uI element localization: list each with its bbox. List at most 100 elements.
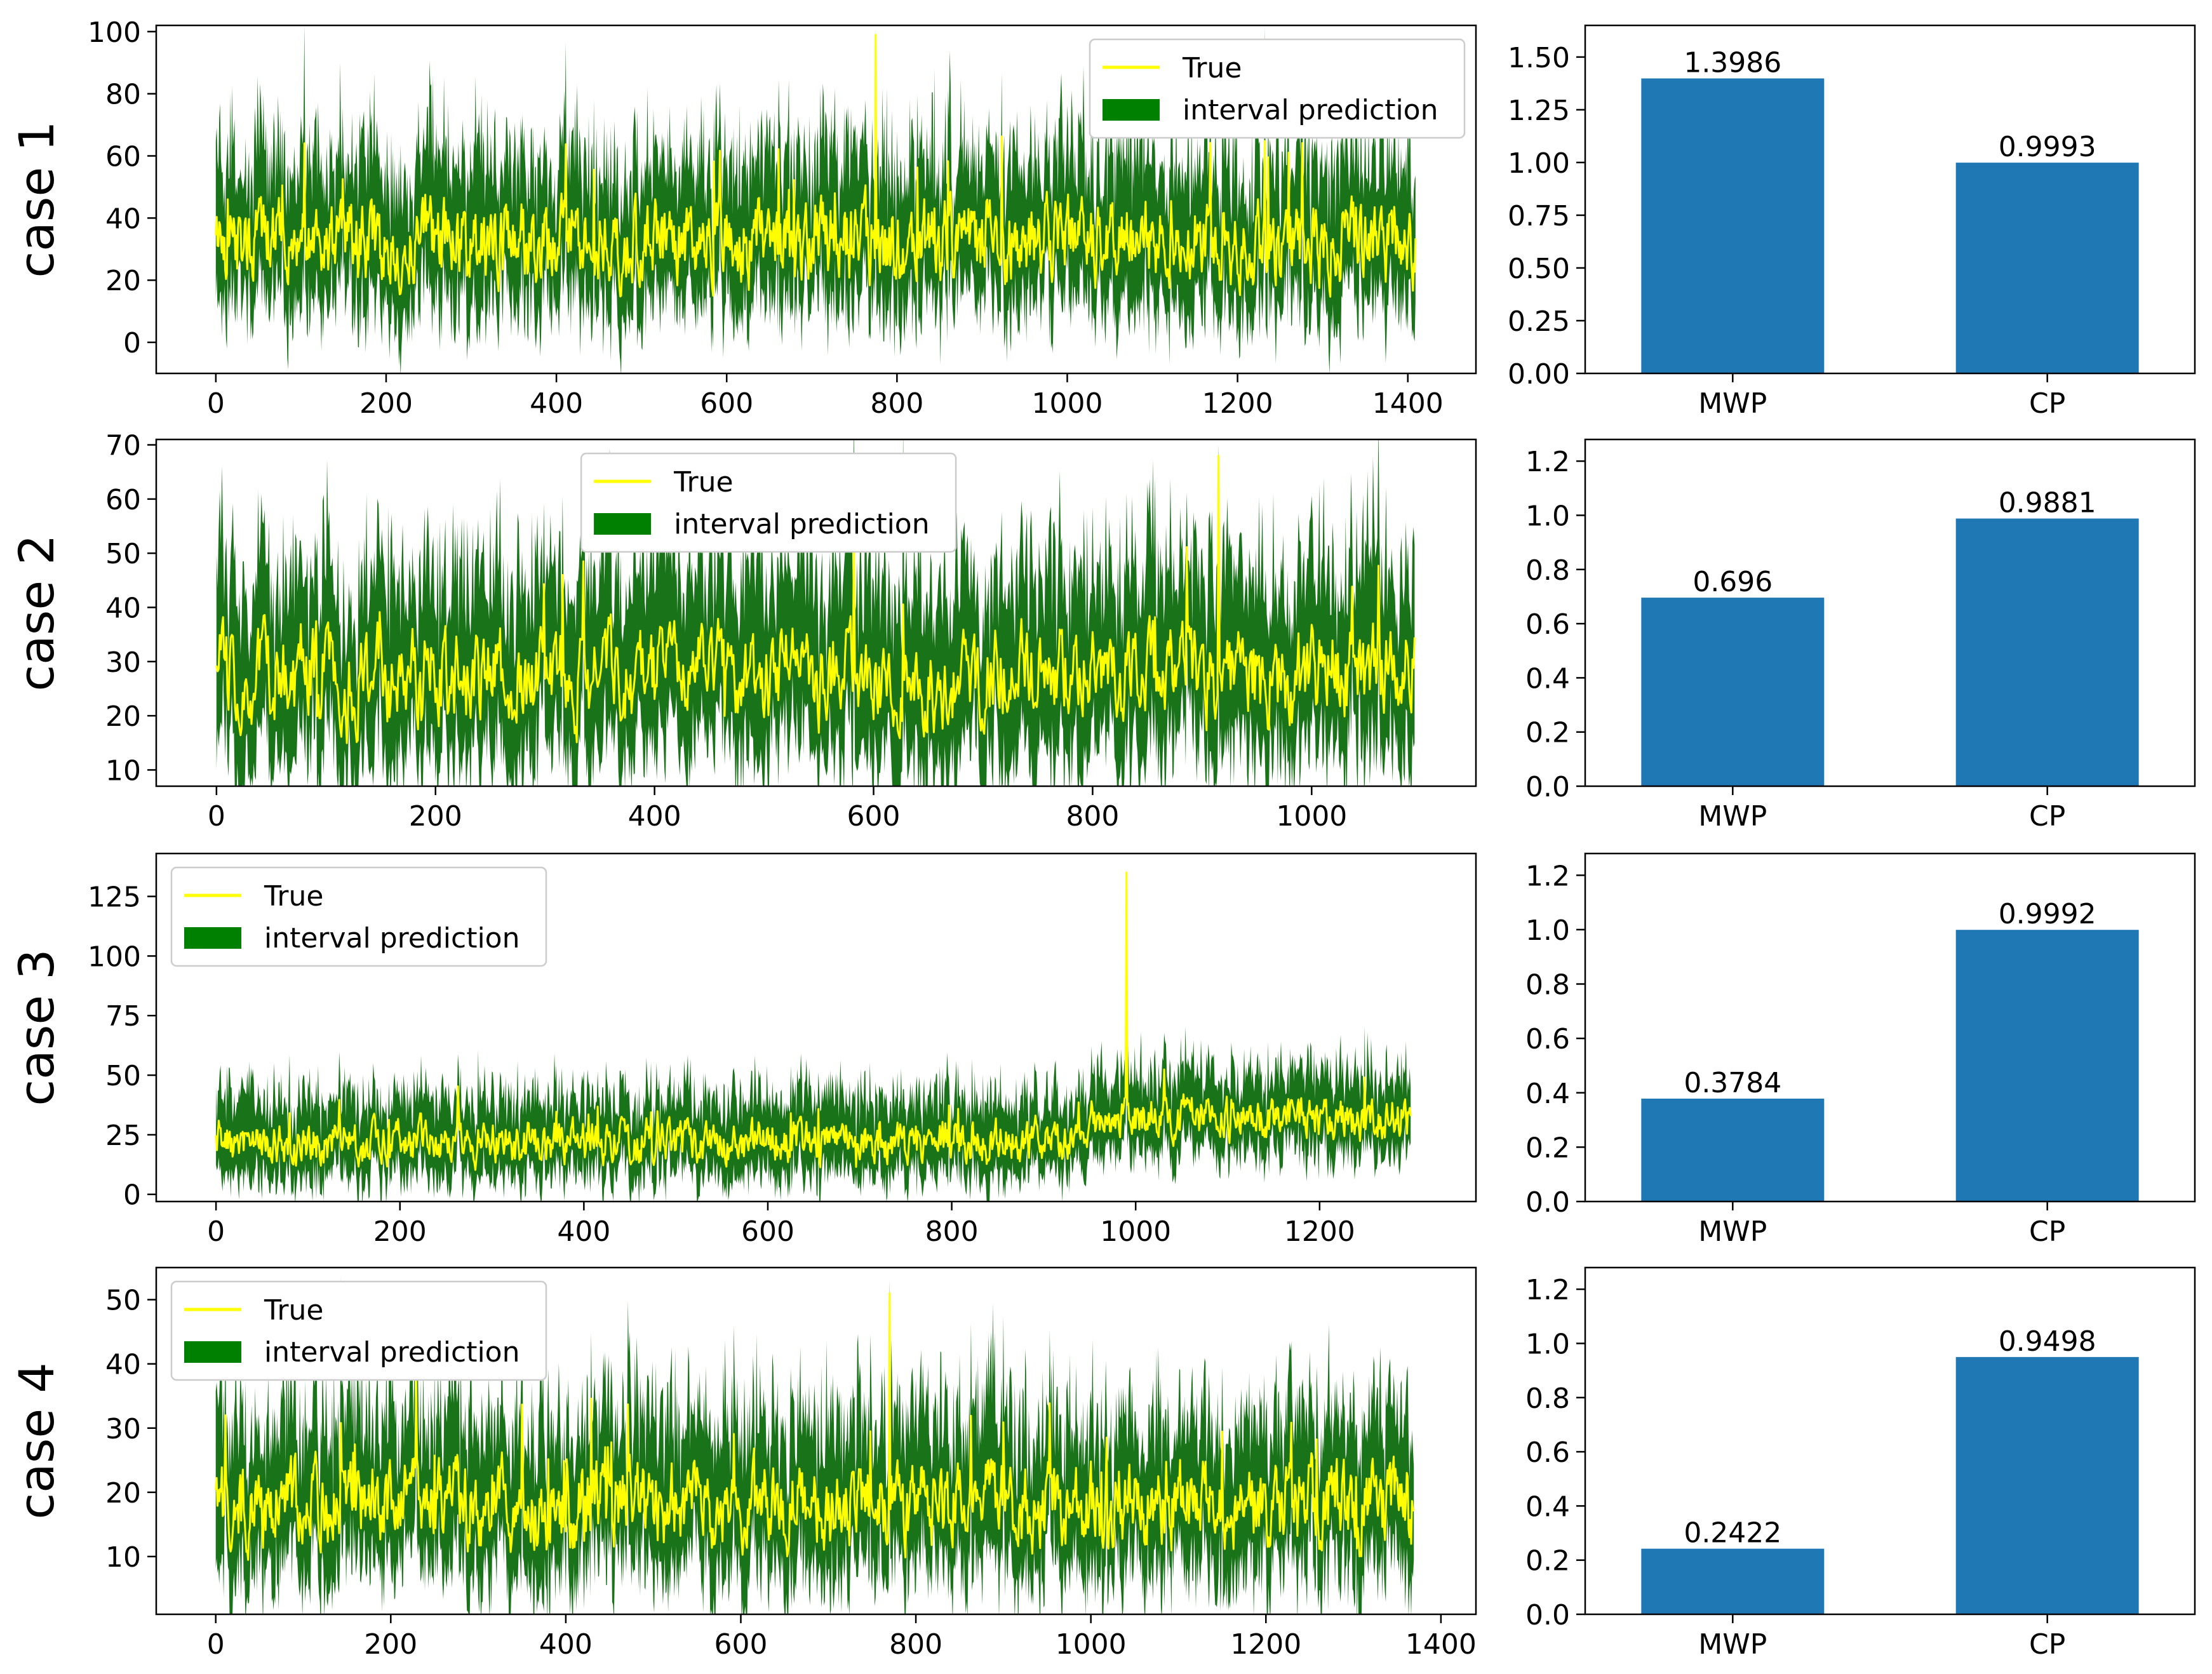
plot-area bbox=[215, 25, 1417, 373]
legend-interval-label: interval prediction bbox=[674, 508, 930, 540]
x-tick-label: 600 bbox=[714, 1628, 768, 1661]
bar-value-label: 0.9498 bbox=[1999, 1325, 2096, 1358]
legend-frame bbox=[170, 1280, 547, 1381]
bar-cp bbox=[1955, 163, 2139, 373]
bar-chart-case3_metrics: 0.3784 MWP 0.9992 CP 0.0 0.2 0.4 0.6 0.8 1.0 1.2 bbox=[1525, 852, 2196, 1248]
y-tick-label: 0.00 bbox=[1508, 358, 1570, 391]
legend-true-label: True bbox=[264, 1294, 323, 1327]
x-tick-label: MWP bbox=[1698, 800, 1767, 833]
y-tick-label: 100 bbox=[88, 17, 141, 49]
y-tick-label: 20 bbox=[105, 1477, 141, 1510]
y-tick-label: 50 bbox=[105, 538, 141, 570]
y-tick-label: 40 bbox=[105, 203, 141, 235]
y-tick-label: 0.6 bbox=[1525, 1023, 1570, 1055]
y-tick-label: 0 bbox=[123, 327, 141, 359]
legend-true-label: True bbox=[1182, 52, 1242, 84]
legend-true-label: True bbox=[673, 466, 733, 499]
legend-interval-label: interval prediction bbox=[1183, 94, 1438, 126]
x-tick-label: 0 bbox=[207, 1215, 225, 1248]
x-tick-label: 0 bbox=[207, 387, 225, 420]
x-tick-label: 1000 bbox=[1276, 800, 1347, 833]
y-tick-label: 60 bbox=[105, 141, 141, 173]
y-tick-label: 10 bbox=[105, 754, 141, 787]
y-tick-label: 0.0 bbox=[1525, 1186, 1570, 1219]
y-tick-label: 0.6 bbox=[1525, 608, 1570, 641]
x-tick-label: 1000 bbox=[1031, 387, 1103, 420]
y-tick-label: 0.4 bbox=[1525, 662, 1570, 695]
interval-prediction-band bbox=[215, 25, 1416, 373]
y-tick-label: 125 bbox=[88, 881, 141, 914]
plot-area bbox=[215, 867, 1412, 1202]
legend-interval-label: interval prediction bbox=[264, 1336, 520, 1369]
axes-frame bbox=[1584, 1266, 2196, 1616]
y-tick-label: 0.2 bbox=[1525, 1132, 1570, 1164]
line-chart-case4: 0 200 400 600 800 1000 1200 1400 10 20 30 40 50 case … bbox=[8, 1266, 1477, 1661]
x-tick-label: MWP bbox=[1698, 387, 1767, 420]
plot-area bbox=[215, 439, 1416, 786]
bar-value-label: 0.9992 bbox=[1999, 898, 2096, 930]
x-tick-label: 600 bbox=[741, 1215, 794, 1248]
y-tick-label: 1.25 bbox=[1508, 95, 1570, 127]
y-tick-label: 40 bbox=[105, 592, 141, 624]
x-tick-label: 1400 bbox=[1372, 387, 1444, 420]
x-tick-label: 400 bbox=[539, 1628, 593, 1661]
x-tick-label: CP bbox=[2029, 1215, 2065, 1248]
bar-value-label: 0.9881 bbox=[1999, 487, 2096, 519]
x-tick-label: 200 bbox=[409, 800, 462, 833]
x-tick-label: 400 bbox=[628, 800, 681, 833]
y-tick-label: 75 bbox=[105, 1000, 141, 1033]
legend: True interval prediction bbox=[1089, 38, 1466, 139]
bar-mwp bbox=[1641, 1098, 1825, 1202]
y-tick-label: 0 bbox=[123, 1179, 141, 1212]
x-tick-label: MWP bbox=[1698, 1215, 1767, 1248]
legend-frame bbox=[170, 866, 547, 967]
y-tick-label: 0.0 bbox=[1525, 1599, 1570, 1631]
y-tick-label: 0.8 bbox=[1525, 1383, 1570, 1415]
true-series-line bbox=[215, 455, 1416, 744]
legend-interval-label: interval prediction bbox=[264, 922, 520, 954]
bar-mwp bbox=[1641, 1548, 1825, 1614]
x-tick-label: CP bbox=[2029, 1628, 2065, 1661]
y-tick-label: 0.4 bbox=[1525, 1078, 1570, 1110]
bar-cp bbox=[1955, 1356, 2139, 1614]
x-tick-label: 200 bbox=[364, 1628, 417, 1661]
true-series-line bbox=[215, 871, 1412, 1171]
bar-mwp bbox=[1641, 78, 1825, 373]
true-series-line bbox=[215, 34, 1417, 298]
x-tick-label: 800 bbox=[870, 387, 923, 420]
axes-frame bbox=[155, 24, 1477, 375]
bar-chart-case4_metrics: 0.2422 MWP 0.9498 CP 0.0 0.2 0.4 0.6 0.8 1.0 1.2 bbox=[1525, 1266, 2196, 1661]
x-tick-label: CP bbox=[2029, 387, 2065, 420]
axes-frame bbox=[1584, 438, 2196, 787]
bar-chart-case2_metrics: 0.696 MWP 0.9881 CP 0.0 0.2 0.4 0.6 0.8 1.0 1.2 bbox=[1525, 438, 2196, 833]
y-tick-label: 1.0 bbox=[1525, 1328, 1570, 1360]
case-label: case 4 bbox=[8, 1362, 65, 1519]
x-tick-label: 400 bbox=[557, 1215, 610, 1248]
y-tick-label: 70 bbox=[105, 430, 141, 462]
axes-frame bbox=[1584, 24, 2196, 375]
y-tick-label: 30 bbox=[105, 646, 141, 679]
legend-interval-swatch bbox=[1103, 99, 1160, 121]
legend: True interval prediction bbox=[170, 1280, 547, 1381]
y-tick-label: 50 bbox=[105, 1285, 141, 1317]
legend-interval-swatch bbox=[184, 927, 241, 949]
bar-cp bbox=[1955, 930, 2139, 1202]
y-tick-label: 50 bbox=[105, 1060, 141, 1092]
y-tick-label: 20 bbox=[105, 265, 141, 297]
legend-frame bbox=[1089, 38, 1466, 139]
bar-value-label: 1.3986 bbox=[1684, 46, 1781, 79]
bar-value-label: 0.696 bbox=[1693, 566, 1773, 598]
plot-area bbox=[215, 1276, 1415, 1614]
line-chart-case3: 0 200 400 600 800 1000 1200 0 25 50 75 100 125 case 3… bbox=[8, 852, 1477, 1248]
y-tick-label: 10 bbox=[105, 1541, 141, 1574]
legend-interval-swatch bbox=[594, 513, 652, 535]
bar-chart-case1_metrics: 1.3986 MWP 0.9993 CP 0.00 0.25 0.50 0.75 1.00 1.2… bbox=[1508, 24, 2196, 420]
y-tick-label: 1.00 bbox=[1508, 147, 1570, 180]
x-tick-label: 200 bbox=[373, 1215, 427, 1248]
y-tick-label: 1.50 bbox=[1508, 42, 1570, 74]
x-tick-label: 800 bbox=[889, 1628, 942, 1661]
x-tick-label: MWP bbox=[1698, 1628, 1767, 1661]
y-tick-label: 30 bbox=[105, 1413, 141, 1445]
bar-mwp bbox=[1641, 598, 1825, 786]
y-tick-label: 60 bbox=[105, 484, 141, 516]
